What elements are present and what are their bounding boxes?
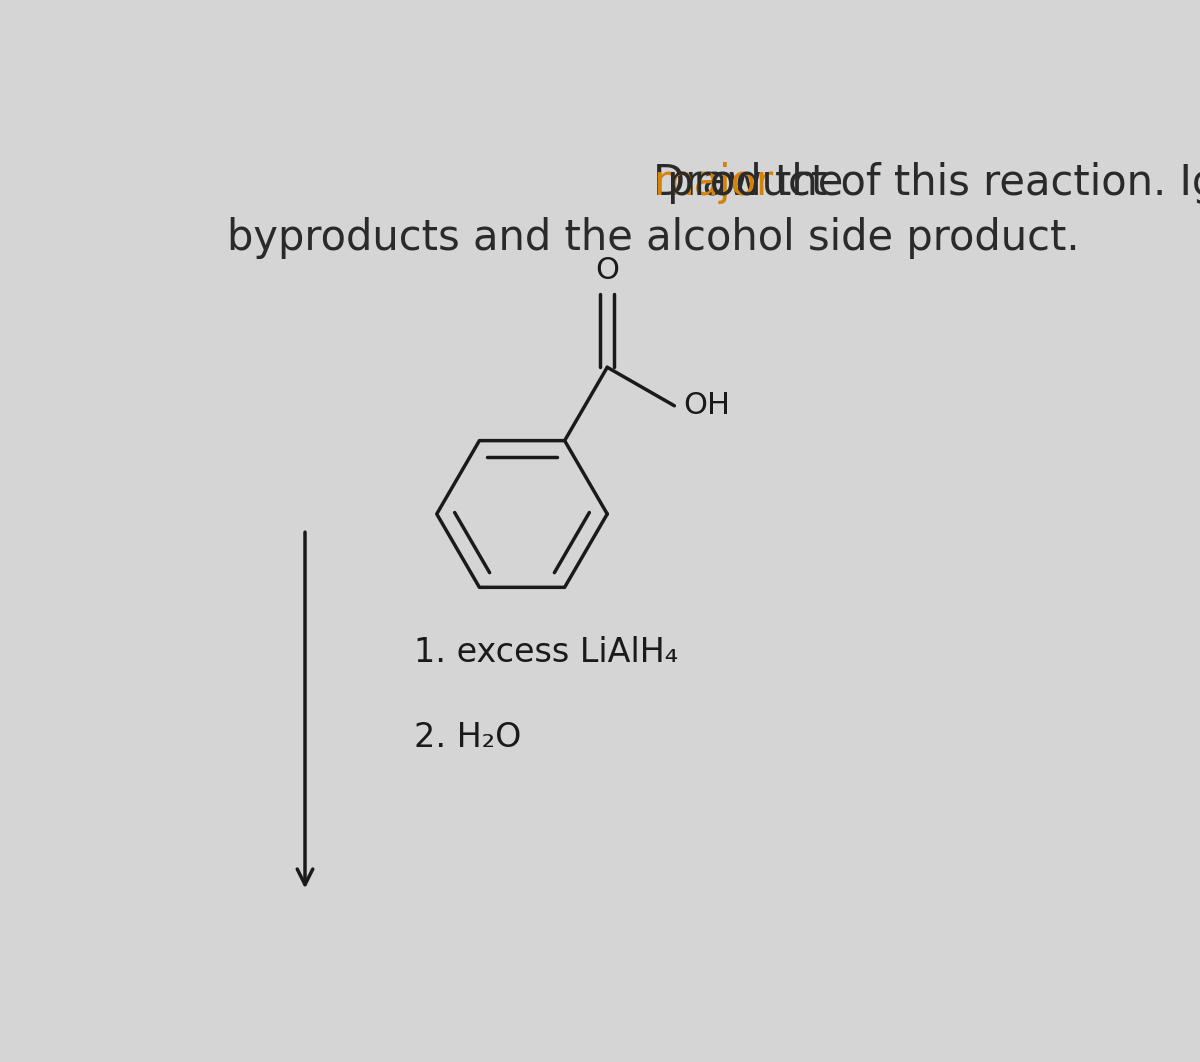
- Text: 2. H₂O: 2. H₂O: [414, 721, 521, 754]
- Text: Draw the: Draw the: [653, 161, 857, 204]
- Text: major: major: [653, 161, 774, 204]
- Text: 1. excess LiAlH₄: 1. excess LiAlH₄: [414, 636, 678, 669]
- Text: OH: OH: [684, 391, 731, 421]
- Text: product of this reaction. Ignore inorganic: product of this reaction. Ignore inorgan…: [654, 161, 1200, 204]
- Text: byproducts and the alcohol side product.: byproducts and the alcohol side product.: [228, 218, 1080, 259]
- Text: O: O: [595, 256, 619, 285]
